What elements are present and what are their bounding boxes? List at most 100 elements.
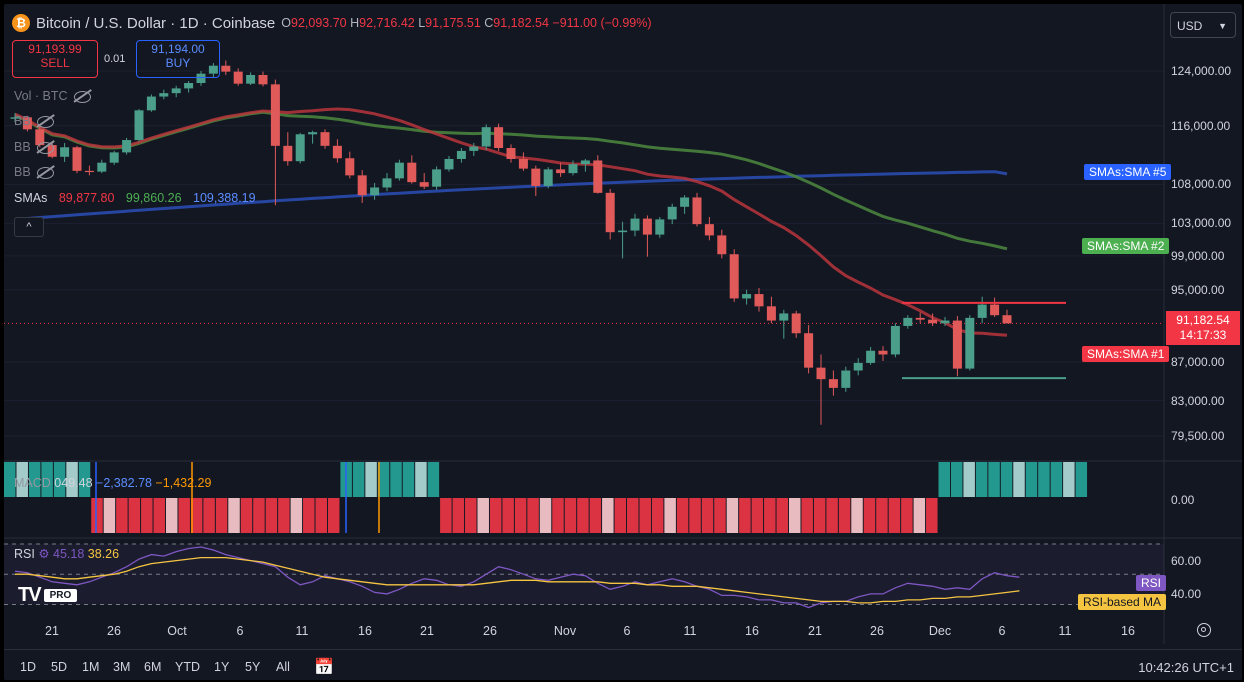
macd-bar <box>390 462 402 497</box>
range-button-1d[interactable]: 1D <box>20 660 36 674</box>
spread-value: 0.01 <box>104 53 126 65</box>
macd-bar <box>240 498 253 533</box>
candle-body <box>853 362 863 371</box>
macd-bar <box>103 498 116 533</box>
candle-body <box>878 350 888 355</box>
range-button-1m[interactable]: 1M <box>82 660 100 674</box>
range-button-5y[interactable]: 5Y <box>245 660 261 674</box>
date-tick-label: Nov <box>553 624 577 638</box>
rsi-legend[interactable]: RSI ⚙ 45.18 38.26 <box>14 547 120 561</box>
bb-indicator-3[interactable]: BB <box>14 165 54 179</box>
candle-body <box>791 313 801 334</box>
candle-body <box>506 148 516 159</box>
macd-bar <box>228 498 240 533</box>
candle-body <box>469 146 479 151</box>
bb-indicator-2[interactable]: BB <box>14 140 54 154</box>
candle-body <box>208 65 218 74</box>
range-button-ytd[interactable]: YTD <box>175 660 200 674</box>
macd-bar <box>838 498 851 533</box>
candle-body <box>667 206 677 220</box>
bottom-toolbar: 1D 5D 1M 3M 6M YTD 1Y 5Y All 📅 10:42:26 UTC+1 <box>4 649 1242 680</box>
candle-body <box>357 175 367 196</box>
macd-bar <box>141 498 153 533</box>
macd-bar <box>876 498 888 533</box>
sma1-tag: SMAs:SMA #1 <box>1082 346 1170 362</box>
horizontal-lines[interactable] <box>902 301 1066 380</box>
volume-indicator[interactable]: Vol · BTC <box>14 89 91 103</box>
macd-axis-zero: 0.00 <box>1171 493 1195 507</box>
candle-body <box>295 134 305 162</box>
settings-gear-icon[interactable] <box>1197 623 1211 637</box>
macd-bar <box>53 462 66 497</box>
eye-hidden-icon[interactable] <box>36 166 54 179</box>
macd-bar <box>564 498 577 533</box>
buy-button[interactable]: 91,194.00 BUY <box>136 40 220 78</box>
macd-bar <box>203 498 215 533</box>
sell-button[interactable]: 91,193.99 SELL <box>12 40 98 78</box>
macd-bar <box>901 498 913 533</box>
candle-countdown: 14:17:33 <box>1179 328 1227 342</box>
candle-body <box>481 127 491 147</box>
macd-bar <box>290 498 303 533</box>
candle-body <box>692 197 702 225</box>
eye-hidden-icon[interactable] <box>73 90 91 103</box>
bb-indicator-1[interactable]: BB <box>14 114 54 128</box>
price-tick-label: 83,000.00 <box>1171 393 1225 408</box>
candle-body <box>568 164 578 174</box>
macd-bar <box>452 498 465 533</box>
buy-price: 91,194.00 <box>151 42 205 56</box>
macd-bar <box>128 498 141 533</box>
macd-bar <box>116 498 128 533</box>
date-tick-label: Oct <box>167 624 187 638</box>
candle-body <box>890 325 900 355</box>
symbol-header[interactable]: ₿ Bitcoin / U.S. Dollar · 1D · Coinbase … <box>12 14 652 32</box>
eye-hidden-icon[interactable] <box>36 141 54 154</box>
candle-body <box>196 73 206 84</box>
symbol-title[interactable]: Bitcoin / U.S. Dollar · 1D · Coinbase <box>36 14 276 32</box>
candle-body <box>804 333 814 368</box>
macd-bar <box>863 498 876 533</box>
candle-body <box>903 317 913 326</box>
currency-select[interactable]: USD ▼ <box>1170 12 1236 38</box>
macd-legend[interactable]: MACD 049.48 −2,382.78 −1,432.29 <box>14 476 212 490</box>
macd-bar <box>726 498 739 533</box>
range-button-6m[interactable]: 6M <box>144 660 162 674</box>
macd-bar <box>253 498 265 533</box>
price-tick-label: 116,000.00 <box>1171 118 1231 133</box>
macd-bar <box>539 498 552 533</box>
macd-bar <box>514 498 527 533</box>
candle-body <box>655 219 665 235</box>
range-button-all[interactable]: All <box>276 660 290 674</box>
range-button-1y[interactable]: 1Y <box>214 660 230 674</box>
candle-body <box>221 65 231 72</box>
price-chart[interactable] <box>4 4 1242 680</box>
candle-body <box>394 162 404 179</box>
macd-bar <box>614 498 627 533</box>
macd-bar <box>465 498 477 533</box>
range-button-5d[interactable]: 5D <box>51 660 67 674</box>
macd-bar <box>926 498 938 533</box>
collapse-legend-button[interactable]: ^ <box>14 217 44 237</box>
clock[interactable]: 10:42:26 UTC+1 <box>1138 660 1234 675</box>
macd-bar <box>78 462 91 497</box>
macd-bar <box>589 498 602 533</box>
macd-bar <box>327 498 340 533</box>
macd-bar <box>315 498 327 533</box>
range-button-3m[interactable]: 3M <box>113 660 131 674</box>
candle-body <box>72 147 82 171</box>
candle-body <box>270 84 280 146</box>
sma-legend[interactable]: SMAs 89,877.80 99,860.26 109,388.19 <box>14 191 256 205</box>
candle-body <box>382 178 392 188</box>
tradingview-logo[interactable]: TV PRO <box>18 584 78 607</box>
macd-bar <box>1038 462 1050 497</box>
macd-bar <box>701 498 714 533</box>
date-range-calendar-icon[interactable]: 📅 <box>314 659 334 676</box>
price-tick-label: 108,000.00 <box>1171 177 1232 192</box>
candle-body <box>977 304 987 318</box>
candle-body <box>717 235 727 255</box>
price-tick-label: 124,000.00 <box>1171 64 1232 78</box>
macd-bar <box>739 498 751 533</box>
candle-body <box>370 187 380 196</box>
tv-logo-mark: TV <box>18 584 42 606</box>
eye-hidden-icon[interactable] <box>36 115 54 128</box>
